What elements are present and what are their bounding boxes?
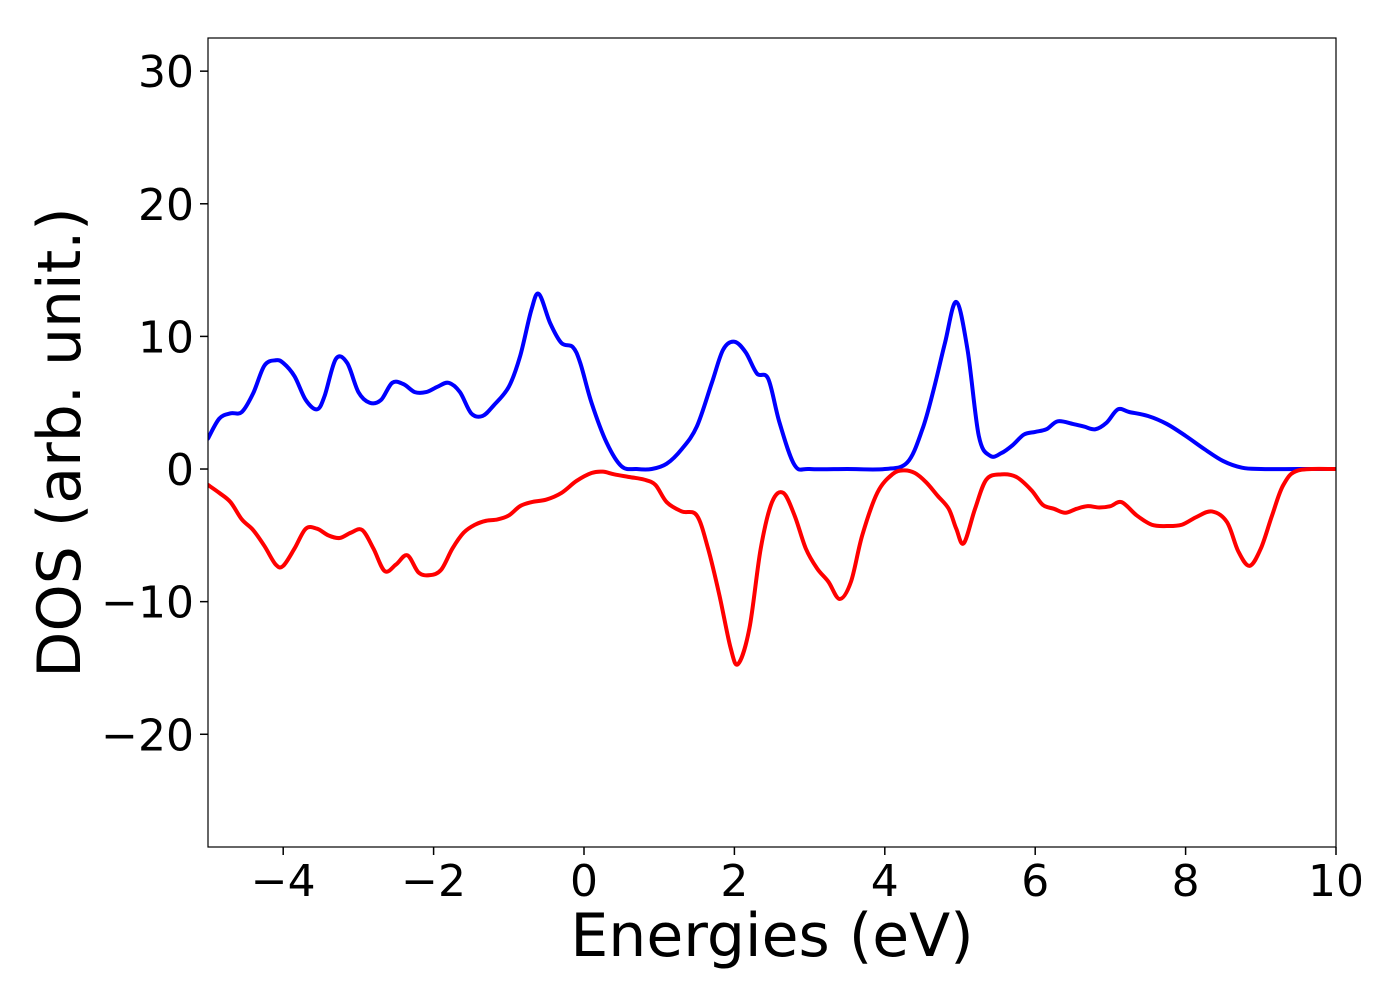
x-tick-label: 4 xyxy=(871,856,899,907)
x-tick-label: 0 xyxy=(570,856,598,907)
series-layer xyxy=(208,291,1336,667)
series-line-1 xyxy=(208,291,1336,472)
series-line-2 xyxy=(208,466,1336,667)
x-tick-label: −4 xyxy=(251,856,316,907)
x-axis-label: Energies (eV) xyxy=(570,901,973,971)
plot-frame xyxy=(207,37,1337,848)
x-tick-label: 2 xyxy=(720,856,748,907)
y-axis-ticks: −20 −10 0 10 20 30 xyxy=(101,47,208,761)
y-tick-label: 30 xyxy=(138,47,194,98)
y-tick-label: −10 xyxy=(101,578,194,629)
x-tick-label: 8 xyxy=(1172,856,1200,907)
x-tick-label: 10 xyxy=(1308,856,1364,907)
y-tick-label: 0 xyxy=(166,445,194,496)
y-tick-label: −20 xyxy=(101,710,194,761)
y-tick-label: 10 xyxy=(138,312,194,363)
y-axis-label: DOS (arb. unit.) xyxy=(25,207,95,677)
x-tick-label: −2 xyxy=(401,856,466,907)
y-tick-label: 20 xyxy=(138,180,194,231)
x-tick-label: 6 xyxy=(1021,856,1049,907)
x-axis-ticks: −4 −2 0 2 4 6 8 10 xyxy=(251,847,1364,907)
